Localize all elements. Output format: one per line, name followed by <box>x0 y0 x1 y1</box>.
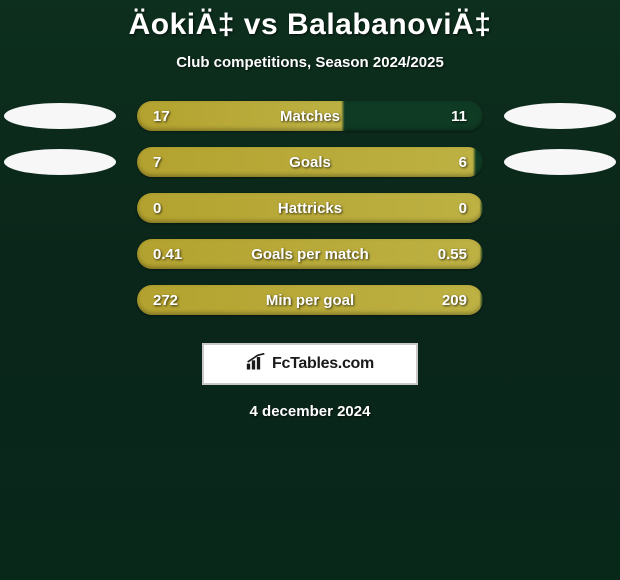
stat-value-right: 11 <box>451 108 467 125</box>
date-label: 4 december 2024 <box>0 403 620 420</box>
team-indicator-left <box>4 149 116 175</box>
stat-value-right: 0.55 <box>438 246 467 263</box>
stat-bar: 17 Matches 11 <box>137 101 483 131</box>
page-subtitle: Club competitions, Season 2024/2025 <box>0 54 620 71</box>
stat-row: 17 Matches 11 <box>0 101 620 131</box>
stat-label: Goals per match <box>251 246 369 263</box>
stat-value-left: 7 <box>153 154 161 171</box>
stat-row: 272 Min per goal 209 <box>0 285 620 315</box>
chart-icon <box>246 353 266 376</box>
team-indicator-right <box>504 149 616 175</box>
stat-bar: 0.41 Goals per match 0.55 <box>137 239 483 269</box>
team-indicator-left <box>4 103 116 129</box>
comparison-widget: ÄokiÄ‡ vs BalabanoviÄ‡ Club competitions… <box>0 0 620 420</box>
stat-row: 0 Hattricks 0 <box>0 193 620 223</box>
stat-value-left: 0.41 <box>153 246 182 263</box>
stat-bar: 0 Hattricks 0 <box>137 193 483 223</box>
stat-label: Min per goal <box>266 292 354 309</box>
stat-bar: 272 Min per goal 209 <box>137 285 483 315</box>
brand-logo-box[interactable]: FcTables.com <box>202 343 418 385</box>
stat-value-right: 0 <box>459 200 467 217</box>
stat-bar: 7 Goals 6 <box>137 147 483 177</box>
stats-rows: 17 Matches 11 7 Goals 6 0 Hattricks 0 0.41 Goals p… <box>0 101 620 315</box>
stat-value-right: 209 <box>442 292 467 309</box>
stat-label: Matches <box>280 108 340 125</box>
stat-row: 7 Goals 6 <box>0 147 620 177</box>
page-title: ÄokiÄ‡ vs BalabanoviÄ‡ <box>0 8 620 42</box>
stat-label: Hattricks <box>278 200 342 217</box>
stat-value-left: 0 <box>153 200 161 217</box>
stat-value-left: 272 <box>153 292 178 309</box>
stat-label: Goals <box>289 154 331 171</box>
stat-value-left: 17 <box>153 108 170 125</box>
stat-row: 0.41 Goals per match 0.55 <box>0 239 620 269</box>
stat-value-right: 6 <box>459 154 467 171</box>
team-indicator-right <box>504 103 616 129</box>
brand-text: FcTables.com <box>272 355 374 373</box>
